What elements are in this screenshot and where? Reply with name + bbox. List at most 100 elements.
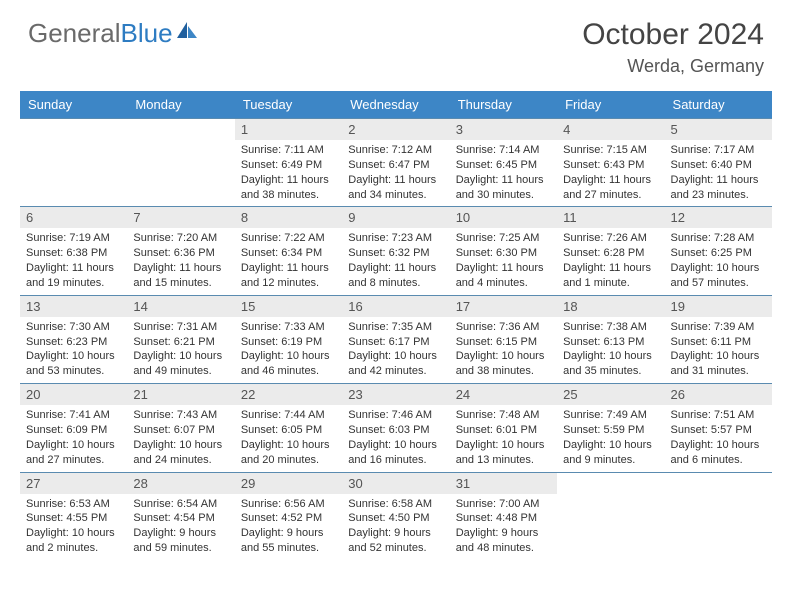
cell-body: Sunrise: 6:53 AMSunset: 4:55 PMDaylight:… [20, 494, 127, 560]
day-number: 8 [235, 207, 342, 228]
cell-line: Sunrise: 7:26 AM [563, 231, 658, 246]
calendar-cell: 13Sunrise: 7:30 AMSunset: 6:23 PMDayligh… [20, 295, 127, 383]
cell-body: Sunrise: 7:15 AMSunset: 6:43 PMDaylight:… [557, 140, 664, 206]
cell-line: Sunset: 6:30 PM [456, 246, 551, 261]
cell-body: Sunrise: 6:58 AMSunset: 4:50 PMDaylight:… [342, 494, 449, 560]
cell-line: Sunset: 4:55 PM [26, 511, 121, 526]
cell-line: Sunrise: 6:56 AM [241, 497, 336, 512]
cell-line: Sunset: 6:23 PM [26, 335, 121, 350]
cell-line: and 1 minute. [563, 276, 658, 291]
day-number: 13 [20, 296, 127, 317]
cell-line: and 46 minutes. [241, 364, 336, 379]
cell-line: Sunrise: 7:28 AM [671, 231, 766, 246]
cell-line: Daylight: 11 hours [563, 261, 658, 276]
cell-line: and 38 minutes. [456, 364, 551, 379]
cell-line: Sunset: 6:47 PM [348, 158, 443, 173]
cell-line: Sunrise: 7:31 AM [133, 320, 228, 335]
cell-line: Sunrise: 7:14 AM [456, 143, 551, 158]
cell-line: Sunrise: 7:44 AM [241, 408, 336, 423]
cell-line: Sunset: 5:57 PM [671, 423, 766, 438]
cell-line: and 31 minutes. [671, 364, 766, 379]
brand-part1: General [28, 18, 121, 49]
cell-line: and 12 minutes. [241, 276, 336, 291]
cell-line: Sunrise: 7:51 AM [671, 408, 766, 423]
cell-line: and 55 minutes. [241, 541, 336, 556]
cell-body: Sunrise: 7:41 AMSunset: 6:09 PMDaylight:… [20, 405, 127, 471]
cell-line: Daylight: 10 hours [563, 438, 658, 453]
calendar-cell: 2Sunrise: 7:12 AMSunset: 6:47 PMDaylight… [342, 119, 449, 207]
day-number: 7 [127, 207, 234, 228]
cell-line: Sunset: 6:32 PM [348, 246, 443, 261]
cell-line: Daylight: 11 hours [671, 173, 766, 188]
cell-line: Sunrise: 7:11 AM [241, 143, 336, 158]
cell-line: Sunset: 6:36 PM [133, 246, 228, 261]
cell-line: Sunrise: 7:22 AM [241, 231, 336, 246]
cell-line: Daylight: 11 hours [133, 261, 228, 276]
cell-line: and 20 minutes. [241, 453, 336, 468]
cell-line: Daylight: 11 hours [456, 173, 551, 188]
cell-line: Sunrise: 7:20 AM [133, 231, 228, 246]
weekday-header: Friday [557, 91, 664, 119]
cell-body: Sunrise: 7:19 AMSunset: 6:38 PMDaylight:… [20, 228, 127, 294]
cell-body: Sunrise: 7:20 AMSunset: 6:36 PMDaylight:… [127, 228, 234, 294]
day-number: 17 [450, 296, 557, 317]
cell-line: and 53 minutes. [26, 364, 121, 379]
cell-body: Sunrise: 7:17 AMSunset: 6:40 PMDaylight:… [665, 140, 772, 206]
cell-body: Sunrise: 7:46 AMSunset: 6:03 PMDaylight:… [342, 405, 449, 471]
calendar-cell [665, 472, 772, 560]
calendar-cell [127, 119, 234, 207]
cell-line: Daylight: 10 hours [26, 438, 121, 453]
cell-line: Daylight: 9 hours [456, 526, 551, 541]
cell-line: Daylight: 10 hours [671, 438, 766, 453]
day-number: 16 [342, 296, 449, 317]
cell-body: Sunrise: 7:25 AMSunset: 6:30 PMDaylight:… [450, 228, 557, 294]
cell-line: Sunrise: 7:46 AM [348, 408, 443, 423]
cell-line: Sunrise: 7:38 AM [563, 320, 658, 335]
cell-line: Sunset: 6:03 PM [348, 423, 443, 438]
cell-line: Daylight: 10 hours [241, 438, 336, 453]
cell-line: Sunset: 6:43 PM [563, 158, 658, 173]
cell-line: Sunset: 6:05 PM [241, 423, 336, 438]
cell-body: Sunrise: 7:44 AMSunset: 6:05 PMDaylight:… [235, 405, 342, 471]
cell-line: and 16 minutes. [348, 453, 443, 468]
day-number: 14 [127, 296, 234, 317]
calendar-cell: 20Sunrise: 7:41 AMSunset: 6:09 PMDayligh… [20, 384, 127, 472]
calendar-cell: 28Sunrise: 6:54 AMSunset: 4:54 PMDayligh… [127, 472, 234, 560]
cell-line: Sunset: 4:54 PM [133, 511, 228, 526]
cell-line: and 34 minutes. [348, 188, 443, 203]
cell-body: Sunrise: 7:39 AMSunset: 6:11 PMDaylight:… [665, 317, 772, 383]
cell-line: Sunrise: 7:23 AM [348, 231, 443, 246]
cell-line: and 13 minutes. [456, 453, 551, 468]
cell-line: Daylight: 11 hours [241, 173, 336, 188]
cell-line: Sunrise: 7:25 AM [456, 231, 551, 246]
cell-line: Sunset: 6:21 PM [133, 335, 228, 350]
calendar-cell: 14Sunrise: 7:31 AMSunset: 6:21 PMDayligh… [127, 295, 234, 383]
cell-body: Sunrise: 7:30 AMSunset: 6:23 PMDaylight:… [20, 317, 127, 383]
cell-line: Daylight: 10 hours [133, 438, 228, 453]
weekday-row: SundayMondayTuesdayWednesdayThursdayFrid… [20, 91, 772, 119]
day-number: 5 [665, 119, 772, 140]
cell-line: and 8 minutes. [348, 276, 443, 291]
cell-line: Sunset: 5:59 PM [563, 423, 658, 438]
day-number: 31 [450, 473, 557, 494]
location-label: Werda, Germany [582, 56, 764, 77]
cell-line: Daylight: 10 hours [26, 349, 121, 364]
day-number: 23 [342, 384, 449, 405]
calendar-cell: 25Sunrise: 7:49 AMSunset: 5:59 PMDayligh… [557, 384, 664, 472]
calendar-cell: 7Sunrise: 7:20 AMSunset: 6:36 PMDaylight… [127, 207, 234, 295]
cell-body: Sunrise: 7:28 AMSunset: 6:25 PMDaylight:… [665, 228, 772, 294]
calendar-cell: 11Sunrise: 7:26 AMSunset: 6:28 PMDayligh… [557, 207, 664, 295]
cell-line: and 15 minutes. [133, 276, 228, 291]
cell-line: Sunset: 6:28 PM [563, 246, 658, 261]
cell-line: Sunset: 6:01 PM [456, 423, 551, 438]
brand-part2: Blue [121, 18, 173, 49]
cell-line: Sunset: 6:40 PM [671, 158, 766, 173]
cell-line: Sunset: 6:45 PM [456, 158, 551, 173]
calendar-row: 20Sunrise: 7:41 AMSunset: 6:09 PMDayligh… [20, 384, 772, 472]
cell-line: Sunrise: 7:33 AM [241, 320, 336, 335]
cell-line: Sunset: 6:09 PM [26, 423, 121, 438]
brand-logo: GeneralBlue [28, 18, 201, 49]
cell-line: Sunrise: 7:19 AM [26, 231, 121, 246]
day-number: 29 [235, 473, 342, 494]
cell-line: and 38 minutes. [241, 188, 336, 203]
